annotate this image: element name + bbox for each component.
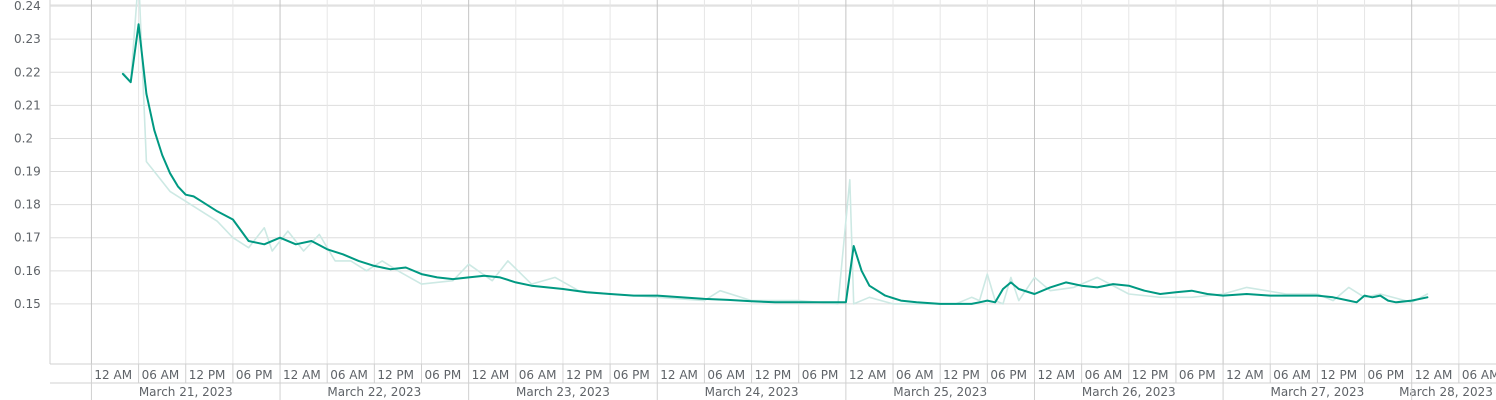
x-hour-tick-label: 12 PM bbox=[566, 368, 603, 382]
y-tick-label: 0.18 bbox=[14, 198, 41, 212]
y-tick-label: 0.23 bbox=[14, 32, 41, 46]
y-tick-label: 0.24 bbox=[14, 0, 41, 13]
x-hour-tick-label: 12 PM bbox=[755, 368, 792, 382]
x-day-label: March 28, 2023 bbox=[1399, 385, 1493, 399]
x-hour-tick-label: 12 PM bbox=[189, 368, 226, 382]
raw-series-line bbox=[122, 0, 1429, 305]
y-tick-label: 0.16 bbox=[14, 264, 41, 278]
x-hour-tick-label: 12 AM bbox=[849, 368, 887, 382]
x-hour-tick-label: 06 PM bbox=[425, 368, 462, 382]
x-hour-tick-label: 06 AM bbox=[519, 368, 557, 382]
x-hour-tick-label: 06 PM bbox=[990, 368, 1027, 382]
x-hour-tick-label: 06 PM bbox=[613, 368, 650, 382]
smoothed-series-line bbox=[121, 23, 1429, 305]
x-hour-tick-label: 12 AM bbox=[1037, 368, 1075, 382]
x-hour-tick-label: 06 AM bbox=[707, 368, 745, 382]
y-tick-label: 0.2 bbox=[14, 131, 33, 145]
x-day-label: March 24, 2023 bbox=[705, 385, 799, 399]
x-hour-tick-label: 12 PM bbox=[943, 368, 980, 382]
y-tick-label: 0.15 bbox=[14, 297, 41, 311]
x-day-label: March 27, 2023 bbox=[1270, 385, 1364, 399]
x-day-label: March 21, 2023 bbox=[139, 385, 233, 399]
x-hour-tick-label: 06 AM bbox=[1273, 368, 1311, 382]
x-hour-tick-label: 12 PM bbox=[1320, 368, 1357, 382]
x-axis: 12 AM 06 AM 12 PM 06 PM 12 AM 06 AM 12 PM 06 PM… bbox=[50, 363, 1496, 400]
x-day-label: March 26, 2023 bbox=[1082, 385, 1176, 399]
x-hour-tick-label: 06 PM bbox=[1368, 368, 1405, 382]
x-hour-tick-label: 06 AM bbox=[896, 368, 934, 382]
grid bbox=[49, 0, 1496, 364]
x-hour-tick-label: 12 PM bbox=[377, 368, 414, 382]
y-tick-label: 0.22 bbox=[14, 65, 41, 79]
y-tick-label: 0.17 bbox=[14, 231, 41, 245]
x-hour-tick-label: 12 PM bbox=[1132, 368, 1169, 382]
x-hour-tick-label: 12 AM bbox=[1226, 368, 1264, 382]
y-axis: 0.15 0.16 0.17 0.18 0.19 0.2 0.21 0.22 0.23 0.24 bbox=[14, 0, 41, 311]
y-tick-label: 0.19 bbox=[14, 165, 41, 179]
x-day-label: March 25, 2023 bbox=[893, 385, 987, 399]
x-hour-tick-label: 06 PM bbox=[1179, 368, 1216, 382]
x-hour-tick-label: 12 AM bbox=[472, 368, 510, 382]
x-hour-tick-label: 12 AM bbox=[283, 368, 321, 382]
x-hour-tick-label: 06 AM bbox=[330, 368, 368, 382]
x-hour-tick-label: 12 AM bbox=[660, 368, 698, 382]
x-hour-tick-label: 12 AM bbox=[94, 368, 132, 382]
series-group bbox=[121, 0, 1429, 305]
x-hour-tick-label: 12 AM bbox=[1415, 368, 1453, 382]
y-tick-label: 0.21 bbox=[14, 98, 41, 112]
x-hour-tick-label: 06 PM bbox=[236, 368, 273, 382]
x-hour-tick-label: 06 AM bbox=[142, 368, 180, 382]
x-hour-tick-label: 06 PM bbox=[802, 368, 839, 382]
x-hour-tick-label: 06 AM bbox=[1085, 368, 1123, 382]
x-hour-tick-label: 06 AM bbox=[1462, 368, 1496, 382]
x-day-label: March 22, 2023 bbox=[327, 385, 421, 399]
x-day-label: March 23, 2023 bbox=[516, 385, 610, 399]
